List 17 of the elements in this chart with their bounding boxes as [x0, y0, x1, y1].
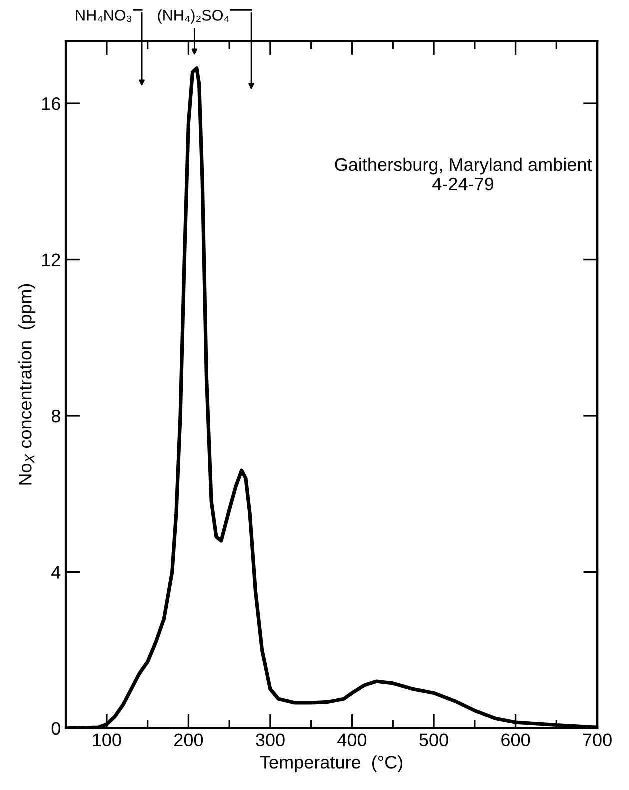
x-axis-title: Temperature (°C) [260, 756, 403, 772]
x-tick-label: 500 [420, 734, 448, 747]
y-tick-label: 0 [52, 722, 60, 736]
text: (NH₄)₂SO₄ [158, 10, 230, 24]
y-tick-label: 4 [52, 566, 61, 579]
annotation: Gaithersburg, Maryland ambient 4-24-79 [335, 158, 592, 191]
x-tick-label: 200 [174, 734, 204, 747]
text: NH₄NO₃ [76, 10, 132, 22]
x-tick-label: 400 [338, 734, 367, 747]
x-tick-label: 300 [256, 734, 285, 747]
x-tick-label: 700 [583, 734, 612, 747]
y-axis-title: No$_{X}$ concentration (ppm) [18, 284, 36, 485]
y-tick-label: 12 [42, 254, 60, 266]
y-tick-label: 16 [42, 97, 60, 110]
x-tick-label: 100 [93, 734, 122, 747]
x-tick-label: 600 [502, 734, 530, 747]
y-tick-label: 8 [52, 410, 60, 423]
